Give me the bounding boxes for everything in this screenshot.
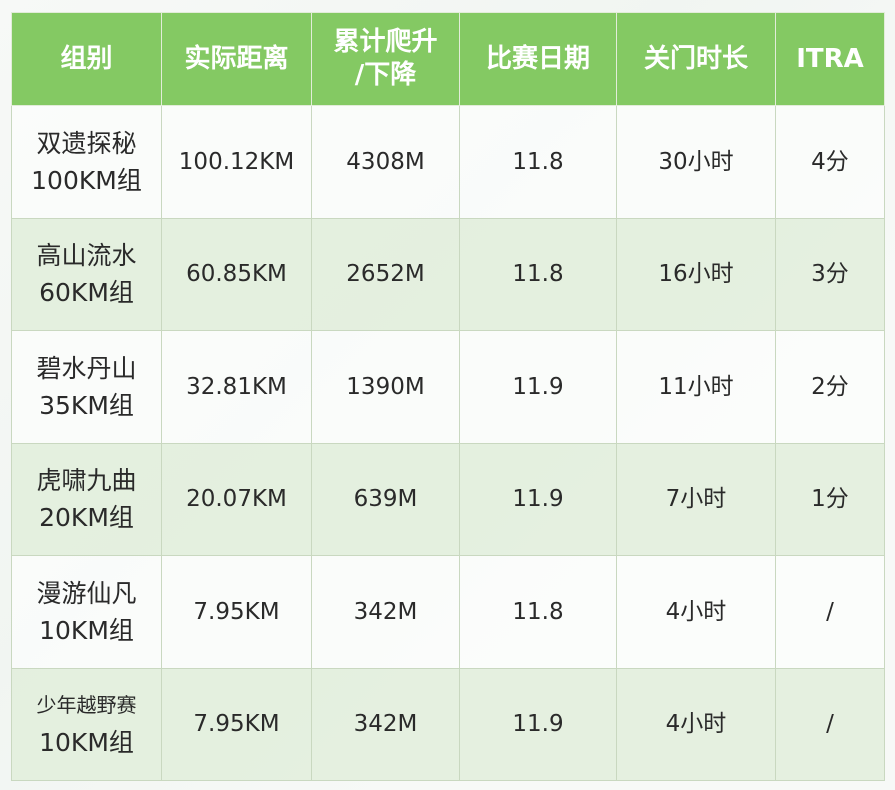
distance-cell: 60.85KM: [161, 217, 312, 331]
cutoff-cell: 30小时: [616, 105, 776, 219]
elevation-cell: 639M: [311, 442, 460, 556]
date-cell: 11.8: [459, 555, 617, 669]
header-elevation: 累计爬升 /下降: [311, 12, 460, 106]
group-cell: 高山流水 60KM组: [11, 217, 162, 331]
group-name: 双遗探秘: [36, 128, 137, 158]
group-name: 高山流水: [36, 241, 137, 271]
date-cell: 11.9: [459, 667, 617, 781]
group-type: 10KM组: [39, 728, 134, 758]
date-cell: 11.8: [459, 217, 617, 331]
itra-cell: /: [775, 667, 885, 781]
header-distance: 实际距离: [161, 12, 312, 106]
table-row: 漫游仙凡 10KM组 7.95KM 342M 11.8 4小时 /: [11, 555, 885, 669]
distance-cell: 7.95KM: [161, 667, 312, 781]
header-date: 比赛日期: [459, 12, 617, 106]
cutoff-cell: 4小时: [616, 667, 776, 781]
group-cell: 碧水丹山 35KM组: [11, 330, 162, 444]
cutoff-cell: 11小时: [616, 330, 776, 444]
elevation-cell: 342M: [311, 667, 460, 781]
table-header-row: 组别 实际距离 累计爬升 /下降 比赛日期 关门时长 ITRA: [11, 12, 885, 106]
group-type: 60KM组: [39, 278, 134, 308]
distance-cell: 100.12KM: [161, 105, 312, 219]
elevation-cell: 4308M: [311, 105, 460, 219]
itra-cell: 1分: [775, 442, 885, 556]
group-cell: 双遗探秘 100KM组: [11, 105, 162, 219]
cutoff-cell: 7小时: [616, 442, 776, 556]
group-type: 10KM组: [39, 615, 134, 645]
elevation-cell: 342M: [311, 555, 460, 669]
group-cell: 虎啸九曲 20KM组: [11, 442, 162, 556]
header-cutoff: 关门时长: [616, 12, 776, 106]
group-type: 20KM组: [39, 503, 134, 533]
elevation-cell: 2652M: [311, 217, 460, 331]
itra-cell: 4分: [775, 105, 885, 219]
itra-cell: 3分: [775, 217, 885, 331]
itra-cell: 2分: [775, 330, 885, 444]
distance-cell: 32.81KM: [161, 330, 312, 444]
group-cell: 漫游仙凡 10KM组: [11, 555, 162, 669]
group-name: 少年越野赛: [36, 693, 137, 718]
distance-cell: 20.07KM: [161, 442, 312, 556]
table-row: 碧水丹山 35KM组 32.81KM 1390M 11.9 11小时 2分: [11, 330, 885, 444]
cutoff-cell: 4小时: [616, 555, 776, 669]
date-cell: 11.9: [459, 330, 617, 444]
group-type: 35KM组: [39, 390, 134, 420]
group-name: 虎啸九曲: [36, 466, 137, 496]
cutoff-cell: 16小时: [616, 217, 776, 331]
group-name: 漫游仙凡: [36, 578, 137, 608]
table-row: 高山流水 60KM组 60.85KM 2652M 11.8 16小时 3分: [11, 217, 885, 331]
race-groups-table: 组别 实际距离 累计爬升 /下降 比赛日期 关门时长 ITRA 双遗探秘 100…: [11, 12, 885, 781]
group-cell: 少年越野赛 10KM组: [11, 667, 162, 781]
header-itra: ITRA: [775, 12, 885, 106]
table-row: 少年越野赛 10KM组 7.95KM 342M 11.9 4小时 /: [11, 667, 885, 781]
itra-cell: /: [775, 555, 885, 669]
elevation-cell: 1390M: [311, 330, 460, 444]
table-row: 双遗探秘 100KM组 100.12KM 4308M 11.8 30小时 4分: [11, 105, 885, 219]
group-type: 100KM组: [31, 165, 142, 195]
group-name: 碧水丹山: [36, 353, 137, 383]
date-cell: 11.9: [459, 442, 617, 556]
date-cell: 11.8: [459, 105, 617, 219]
header-group: 组别: [11, 12, 162, 106]
distance-cell: 7.95KM: [161, 555, 312, 669]
table-row: 虎啸九曲 20KM组 20.07KM 639M 11.9 7小时 1分: [11, 442, 885, 556]
